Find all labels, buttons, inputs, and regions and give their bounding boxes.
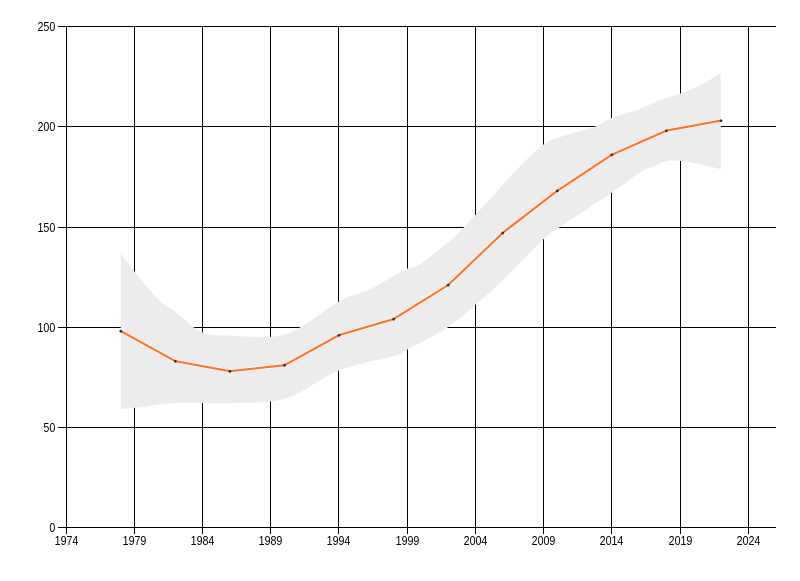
svg-text:1984: 1984 bbox=[191, 533, 215, 548]
svg-text:1974: 1974 bbox=[55, 533, 79, 548]
svg-text:1989: 1989 bbox=[259, 533, 283, 548]
svg-text:2024: 2024 bbox=[737, 533, 761, 548]
svg-text:150: 150 bbox=[38, 220, 56, 235]
svg-text:0: 0 bbox=[49, 520, 55, 535]
svg-text:2004: 2004 bbox=[464, 533, 488, 548]
svg-text:200: 200 bbox=[38, 119, 56, 134]
svg-text:2009: 2009 bbox=[532, 533, 556, 548]
svg-text:1999: 1999 bbox=[396, 533, 420, 548]
svg-text:100: 100 bbox=[38, 320, 56, 335]
svg-text:2019: 2019 bbox=[669, 533, 693, 548]
svg-text:2014: 2014 bbox=[600, 533, 624, 548]
svg-text:1994: 1994 bbox=[327, 533, 351, 548]
svg-text:1979: 1979 bbox=[123, 533, 147, 548]
svg-text:50: 50 bbox=[43, 420, 55, 435]
svg-text:250: 250 bbox=[38, 19, 56, 34]
